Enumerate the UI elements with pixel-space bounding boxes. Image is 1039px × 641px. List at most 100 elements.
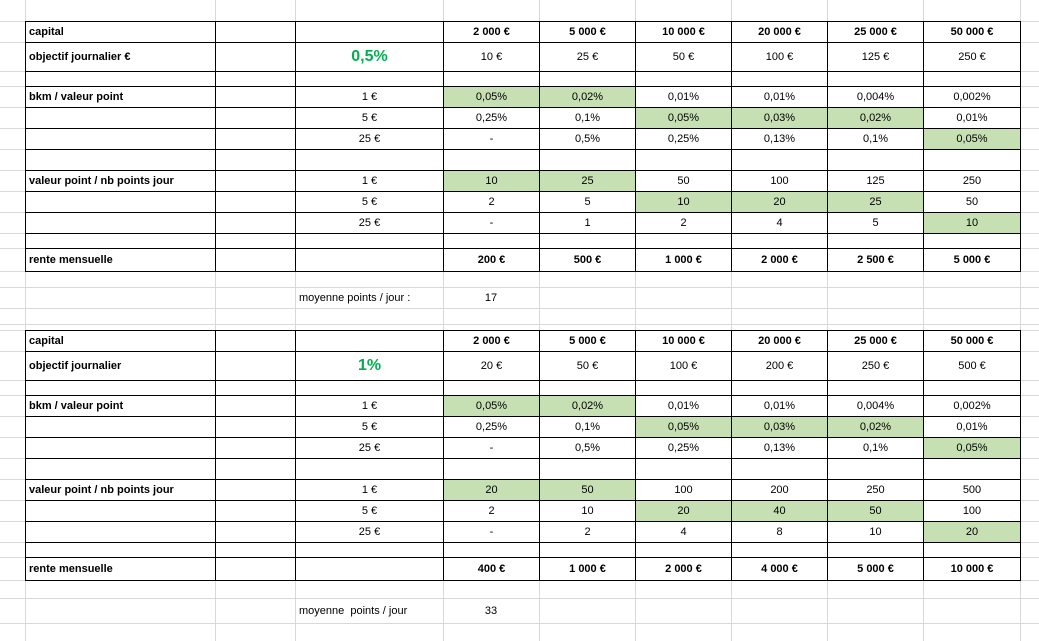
value-cell[interactable]: 20 <box>924 522 1021 543</box>
value-cell[interactable]: 100 € <box>636 352 732 381</box>
value-cell[interactable]: 500 € <box>540 249 636 272</box>
value-cell[interactable]: 100 <box>732 171 828 192</box>
point-value-cell[interactable]: 5 € <box>296 108 444 129</box>
empty-cell[interactable] <box>924 381 1021 396</box>
value-cell[interactable]: 50 000 € <box>924 22 1021 43</box>
empty-cell[interactable] <box>26 129 216 150</box>
empty-cell[interactable] <box>216 43 296 72</box>
empty-cell[interactable] <box>26 72 216 87</box>
value-cell[interactable]: 0,05% <box>924 438 1021 459</box>
value-cell[interactable]: 0,01% <box>732 396 828 417</box>
value-cell[interactable]: 500 € <box>924 352 1021 381</box>
empty-cell[interactable] <box>296 150 444 171</box>
value-cell[interactable]: 50 € <box>636 43 732 72</box>
empty-cell[interactable] <box>216 558 296 581</box>
value-cell[interactable]: 50 <box>828 501 924 522</box>
empty-cell[interactable] <box>26 501 216 522</box>
value-cell[interactable]: 5 000 € <box>924 249 1021 272</box>
moyenne-label[interactable]: moyenne points / jour <box>299 604 408 617</box>
value-cell[interactable]: 0,03% <box>732 108 828 129</box>
empty-cell[interactable] <box>216 438 296 459</box>
value-cell[interactable]: 0,01% <box>636 87 732 108</box>
value-cell[interactable]: - <box>444 438 540 459</box>
moyenne-value[interactable]: 17 <box>484 291 498 304</box>
value-cell[interactable]: 0,05% <box>636 108 732 129</box>
value-cell[interactable]: 0,1% <box>540 417 636 438</box>
empty-cell[interactable] <box>924 150 1021 171</box>
rente-label-cell[interactable]: rente mensuelle <box>26 249 216 272</box>
value-cell[interactable]: - <box>444 213 540 234</box>
empty-cell[interactable] <box>732 234 828 249</box>
empty-cell[interactable] <box>636 72 732 87</box>
value-cell[interactable]: 20 <box>636 501 732 522</box>
value-cell[interactable]: 50 <box>924 192 1021 213</box>
empty-cell[interactable] <box>216 192 296 213</box>
empty-cell[interactable] <box>296 331 444 352</box>
value-cell[interactable]: 5 000 € <box>540 331 636 352</box>
value-cell[interactable]: 4 <box>732 213 828 234</box>
value-cell[interactable]: 0,01% <box>732 87 828 108</box>
empty-cell[interactable] <box>216 150 296 171</box>
value-cell[interactable]: 250 <box>828 480 924 501</box>
value-cell[interactable]: 25 <box>540 171 636 192</box>
value-cell[interactable]: 0,01% <box>924 108 1021 129</box>
value-cell[interactable]: 0,5% <box>540 438 636 459</box>
value-cell[interactable]: 0,1% <box>828 129 924 150</box>
value-cell[interactable]: 0,05% <box>444 87 540 108</box>
value-cell[interactable]: 0,01% <box>636 396 732 417</box>
empty-cell[interactable] <box>828 72 924 87</box>
empty-cell[interactable] <box>828 150 924 171</box>
value-cell[interactable]: 25 <box>828 192 924 213</box>
value-cell[interactable]: 1 <box>540 213 636 234</box>
objectif-pct-cell[interactable]: 0,5% <box>296 43 444 72</box>
value-cell[interactable]: 100 <box>924 501 1021 522</box>
empty-cell[interactable] <box>216 234 296 249</box>
empty-cell[interactable] <box>444 72 540 87</box>
empty-cell[interactable] <box>26 543 216 558</box>
value-cell[interactable]: 4 <box>636 522 732 543</box>
empty-cell[interactable] <box>296 234 444 249</box>
point-value-cell[interactable]: 1 € <box>296 480 444 501</box>
value-cell[interactable]: 25 000 € <box>828 22 924 43</box>
vp-label-cell[interactable]: valeur point / nb points jour <box>26 171 216 192</box>
empty-cell[interactable] <box>828 543 924 558</box>
value-cell[interactable]: 0,05% <box>924 129 1021 150</box>
point-value-cell[interactable]: 1 € <box>296 87 444 108</box>
empty-cell[interactable] <box>732 459 828 480</box>
value-cell[interactable]: 10 <box>636 192 732 213</box>
value-cell[interactable]: 0,5% <box>540 129 636 150</box>
value-cell[interactable]: 5 <box>828 213 924 234</box>
value-cell[interactable]: 0,1% <box>540 108 636 129</box>
capital-label-cell[interactable]: capital <box>26 331 216 352</box>
value-cell[interactable]: 2 <box>636 213 732 234</box>
value-cell[interactable]: 0,02% <box>540 396 636 417</box>
empty-cell[interactable] <box>216 396 296 417</box>
empty-cell[interactable] <box>828 381 924 396</box>
point-value-cell[interactable]: 5 € <box>296 417 444 438</box>
empty-cell[interactable] <box>216 417 296 438</box>
value-cell[interactable]: 125 € <box>828 43 924 72</box>
value-cell[interactable]: 0,05% <box>636 417 732 438</box>
empty-cell[interactable] <box>26 192 216 213</box>
value-cell[interactable]: 5 000 € <box>540 22 636 43</box>
value-cell[interactable]: 20 <box>732 192 828 213</box>
empty-cell[interactable] <box>216 522 296 543</box>
value-cell[interactable]: 2 000 € <box>444 22 540 43</box>
value-cell[interactable]: 10 <box>540 501 636 522</box>
value-cell[interactable]: 500 <box>924 480 1021 501</box>
empty-cell[interactable] <box>216 87 296 108</box>
empty-cell[interactable] <box>216 171 296 192</box>
empty-cell[interactable] <box>296 459 444 480</box>
point-value-cell[interactable]: 25 € <box>296 522 444 543</box>
value-cell[interactable]: 2 000 € <box>444 331 540 352</box>
moyenne-value[interactable]: 33 <box>484 604 498 617</box>
empty-cell[interactable] <box>732 543 828 558</box>
empty-cell[interactable] <box>296 543 444 558</box>
value-cell[interactable]: 250 <box>924 171 1021 192</box>
empty-cell[interactable] <box>540 543 636 558</box>
value-cell[interactable]: 10 000 € <box>924 558 1021 581</box>
empty-cell[interactable] <box>296 249 444 272</box>
empty-cell[interactable] <box>216 501 296 522</box>
value-cell[interactable]: 5 <box>540 192 636 213</box>
value-cell[interactable]: 200 € <box>732 352 828 381</box>
